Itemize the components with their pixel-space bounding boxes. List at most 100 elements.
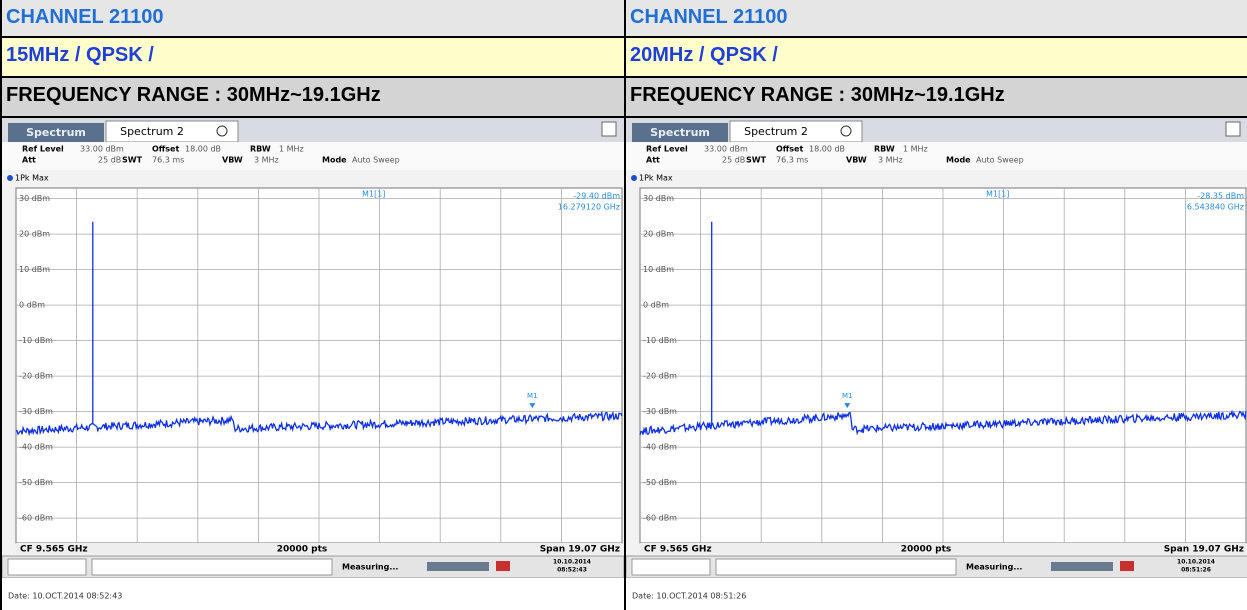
tab xyxy=(632,123,728,142)
progress xyxy=(427,562,489,571)
param: Mode xyxy=(322,156,347,165)
param: Offset xyxy=(776,145,803,154)
center-freq: CF 9.565 GHz xyxy=(20,545,88,555)
param: Mode xyxy=(946,156,971,165)
y-label: -30 dBm xyxy=(643,407,677,416)
param: 18.00 dB xyxy=(809,145,845,154)
marker-level: -28.35 dBm xyxy=(1197,192,1244,201)
marker-tag: M1 xyxy=(842,392,853,400)
y-label: -10 dBm xyxy=(643,336,677,345)
param: Ref Level xyxy=(646,145,688,154)
y-label: 30 dBm xyxy=(19,194,50,203)
status: Measuring... xyxy=(342,563,398,572)
param: RBW xyxy=(874,145,895,154)
date-area xyxy=(2,578,624,610)
marker xyxy=(529,403,536,409)
progress xyxy=(1051,562,1113,571)
status: Measuring... xyxy=(966,563,1022,572)
panel: CHANNEL 21100 15MHz / QPSK / FREQUENCY RAN… xyxy=(0,0,624,610)
clock-time: 08:51:26 xyxy=(1181,567,1211,574)
menu-icon xyxy=(601,121,617,137)
marker-level: -29.40 dBm xyxy=(573,192,620,201)
param: VBW xyxy=(222,156,243,165)
param: SWT xyxy=(122,156,143,165)
range-row: FREQUENCY RANGE : 30MHz~19.1GHz xyxy=(2,78,624,118)
mode-row: 15MHz / QPSK / xyxy=(2,38,624,78)
param: Ref Level xyxy=(22,145,64,154)
clock-date: 10.10.2014 xyxy=(553,559,591,566)
param: Att xyxy=(22,156,36,165)
center-freq: CF 9.565 GHz xyxy=(644,545,712,555)
marker-freq: 6.543840 GHz xyxy=(1187,203,1244,212)
trace xyxy=(15,221,623,437)
footer-bar xyxy=(16,543,622,554)
date: Date: 10.OCT.2014 08:51:26 xyxy=(632,592,746,601)
panel: CHANNEL 21100 20MHz / QPSK / FREQUENCY RAN… xyxy=(624,0,1247,610)
span: Span 19.07 GHz xyxy=(1164,545,1244,555)
trace-dot xyxy=(7,175,13,181)
tab-label: Spectrum xyxy=(650,126,710,139)
y-label: -40 dBm xyxy=(643,443,677,452)
points: 20000 pts xyxy=(277,545,328,555)
param: 18.00 dB xyxy=(185,145,221,154)
param: Offset xyxy=(152,145,179,154)
param: 33.00 dBm xyxy=(704,145,748,154)
span: Span 19.07 GHz xyxy=(540,545,620,555)
param: RBW xyxy=(250,145,271,154)
param: SWT xyxy=(746,156,767,165)
param: VBW xyxy=(846,156,867,165)
y-label: -50 dBm xyxy=(643,478,677,487)
trace-dot xyxy=(631,175,637,181)
y-label: 0 dBm xyxy=(643,301,669,310)
status-field xyxy=(91,558,333,576)
points: 20000 pts xyxy=(901,545,952,555)
marker-label: M1[1] xyxy=(362,190,385,199)
tab xyxy=(8,123,104,142)
channel-row: CHANNEL 21100 xyxy=(2,0,624,38)
y-label: 20 dBm xyxy=(643,230,674,239)
tab-close xyxy=(840,125,852,137)
tab-label: Spectrum 2 xyxy=(744,125,808,138)
tab-label: Spectrum xyxy=(26,126,86,139)
y-label: 30 dBm xyxy=(643,194,674,203)
y-label: -40 dBm xyxy=(19,443,53,452)
date-area xyxy=(626,578,1247,610)
param: 1 MHz xyxy=(279,145,304,154)
param: 3 MHz xyxy=(878,156,903,165)
marker xyxy=(844,403,851,409)
trace xyxy=(639,221,1247,436)
marker-label: M1[1] xyxy=(986,190,1009,199)
param: 33.00 dBm xyxy=(80,145,124,154)
param: 25 dB xyxy=(98,156,121,165)
y-label: 20 dBm xyxy=(19,230,50,239)
trace-label: 1Pk Max xyxy=(639,174,673,183)
io-icon xyxy=(496,561,510,571)
y-label: -30 dBm xyxy=(19,407,53,416)
clock-time: 08:52:43 xyxy=(557,567,587,574)
trace-label: 1Pk Max xyxy=(15,174,49,183)
y-label: -60 dBm xyxy=(19,514,53,523)
status-field xyxy=(7,558,87,576)
y-label: -20 dBm xyxy=(19,372,53,381)
y-label: -50 dBm xyxy=(19,478,53,487)
y-label: 0 dBm xyxy=(19,301,45,310)
y-label: 10 dBm xyxy=(19,265,50,274)
params-bg xyxy=(626,142,1247,170)
menu-icon xyxy=(1225,121,1241,137)
analyzer-screenshot: Spectrum Spectrum 2 Ref Level 33.00 dBm Offs… xyxy=(2,118,624,610)
param: 76.3 ms xyxy=(776,156,808,165)
param: 25 dB xyxy=(722,156,745,165)
param: 1 MHz xyxy=(903,145,928,154)
status-field xyxy=(715,558,957,576)
status-field xyxy=(631,558,711,576)
channel-row: CHANNEL 21100 xyxy=(626,0,1247,38)
marker-tag: M1 xyxy=(527,392,538,400)
param: 3 MHz xyxy=(254,156,279,165)
params-bg xyxy=(2,142,624,170)
param: Auto Sweep xyxy=(352,156,400,165)
param: Auto Sweep xyxy=(976,156,1024,165)
param: 76.3 ms xyxy=(152,156,184,165)
date: Date: 10.OCT.2014 08:52:43 xyxy=(8,592,122,601)
io-icon xyxy=(1120,561,1134,571)
